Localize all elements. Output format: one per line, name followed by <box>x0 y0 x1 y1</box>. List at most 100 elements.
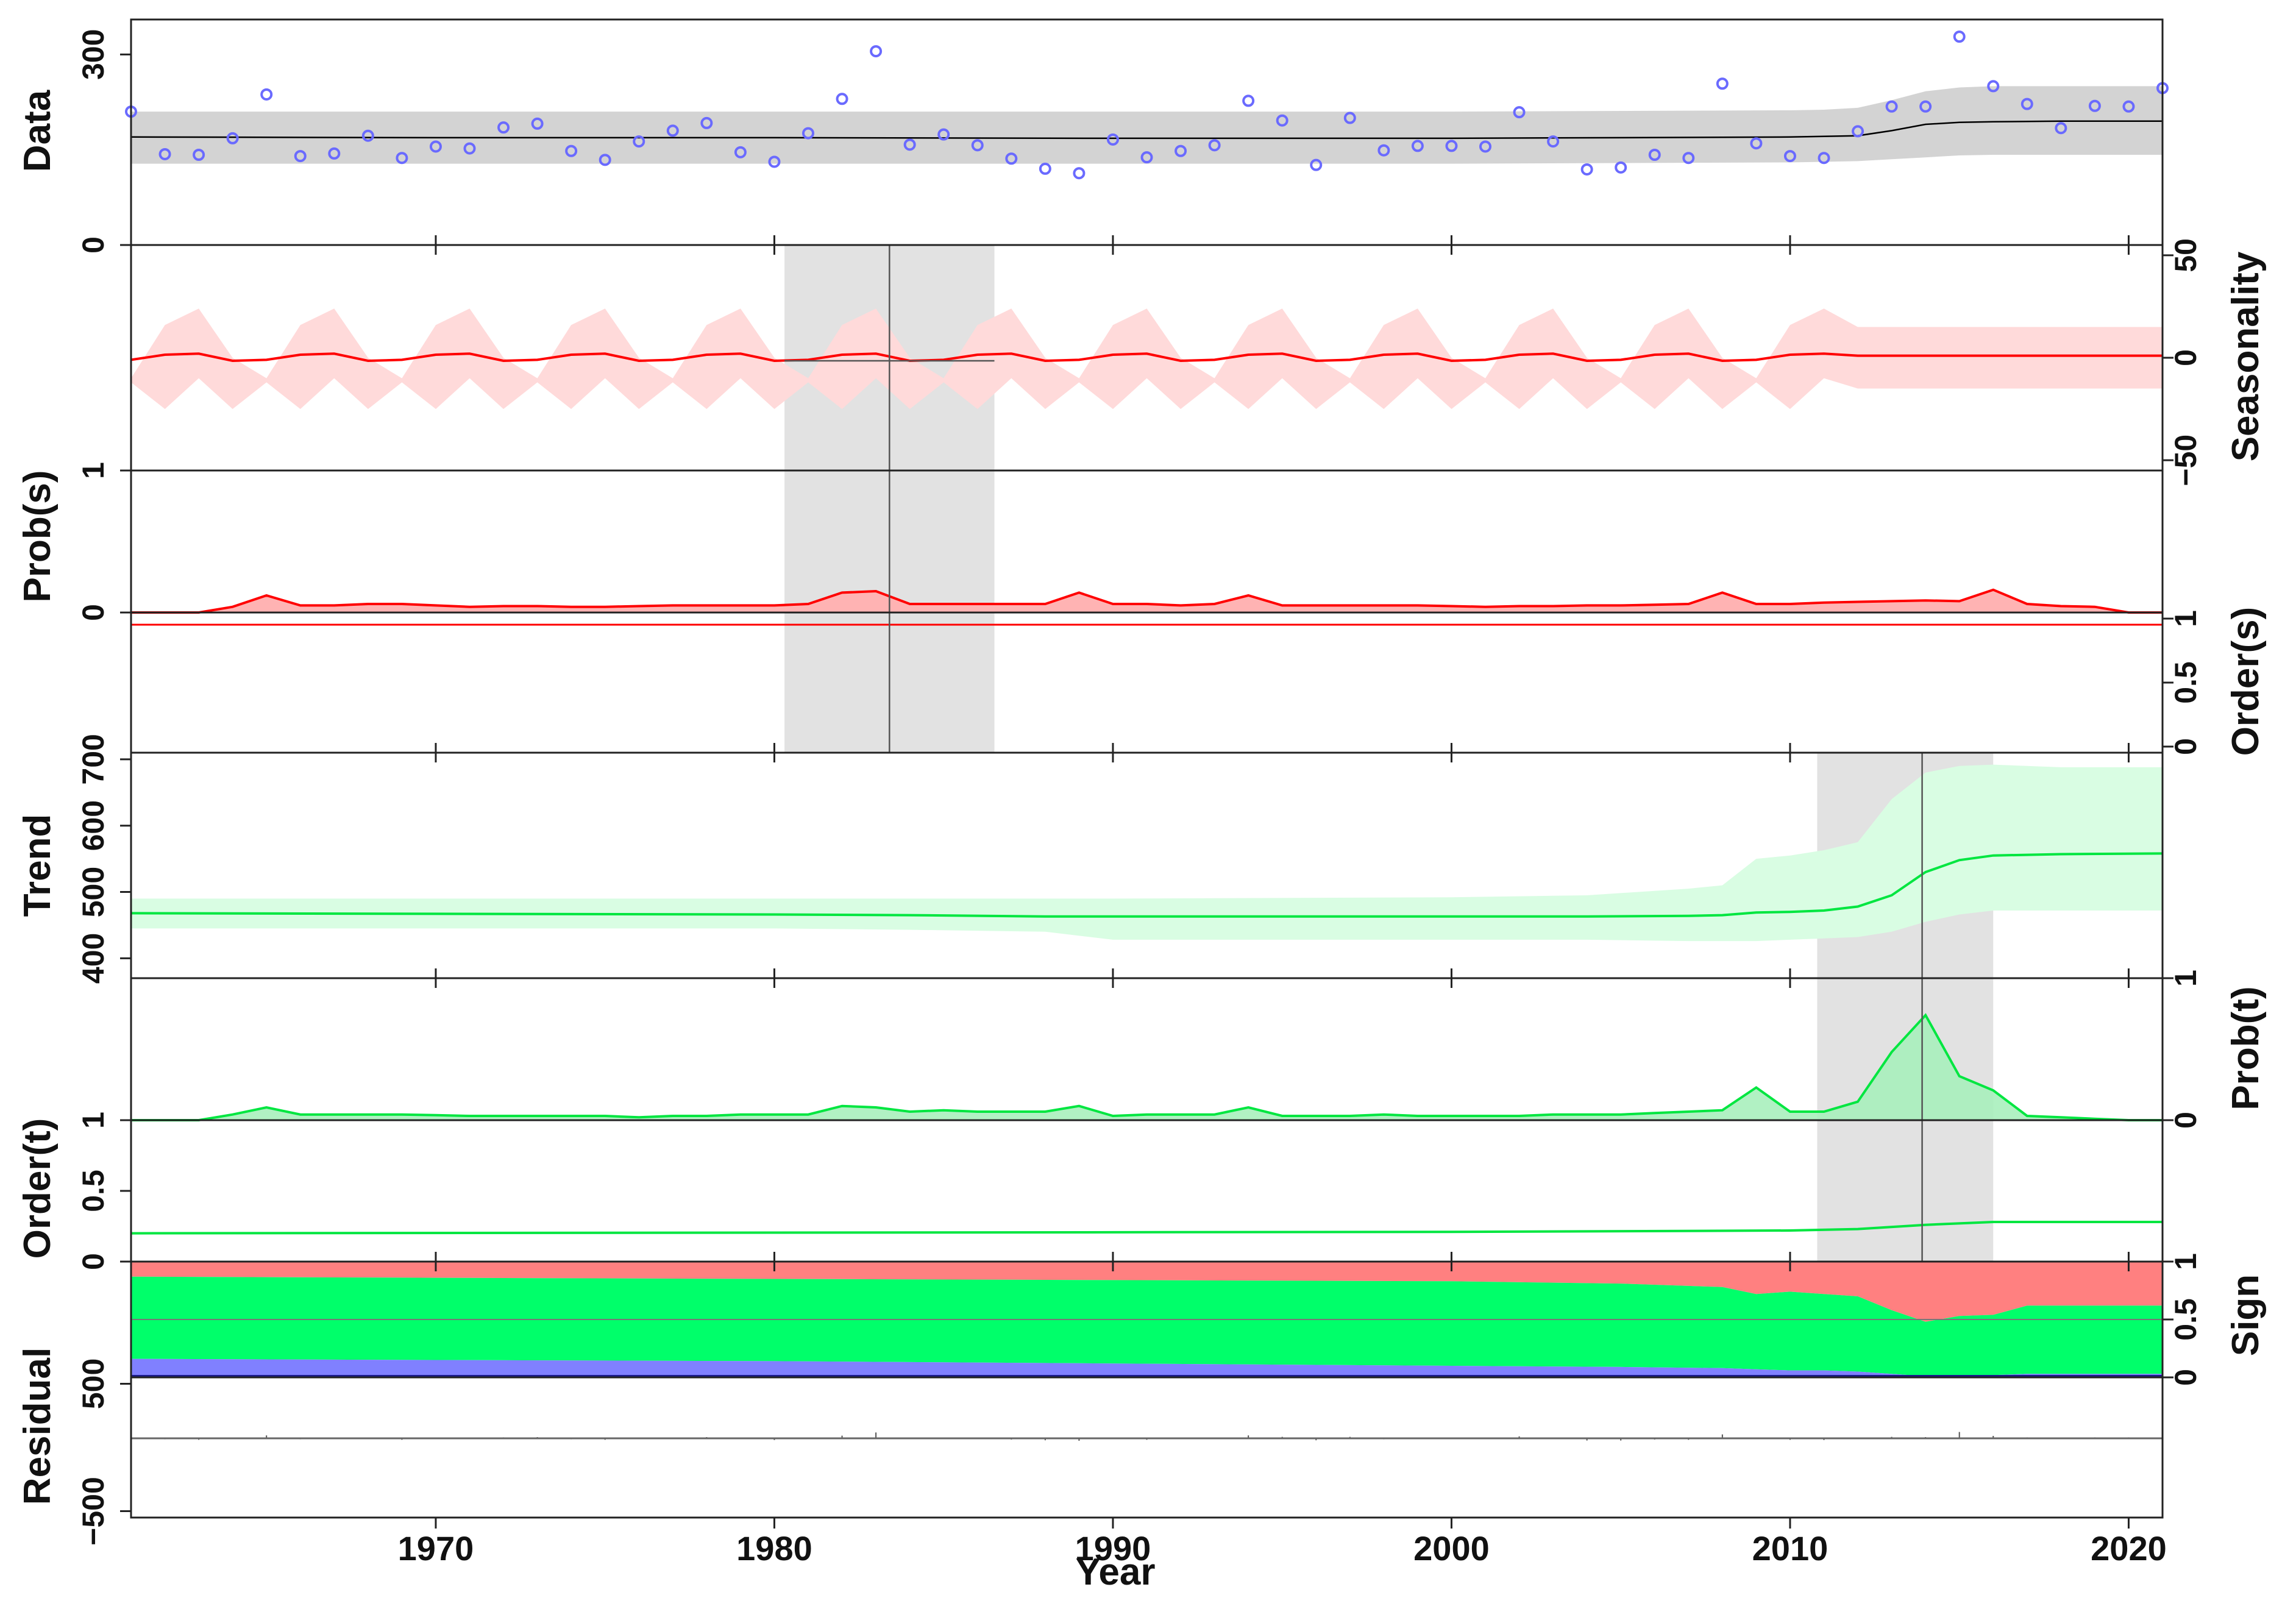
prob-t-area <box>131 1015 2163 1120</box>
ylabel-sign: Sign <box>2225 1274 2267 1356</box>
y-tick-label: 700 <box>76 734 110 784</box>
x-axis-title: Year <box>1075 1551 1155 1593</box>
sign-positive-area <box>131 1262 2163 1322</box>
trend-line <box>130 852 2163 918</box>
data-fit-band <box>131 86 2163 164</box>
data-point <box>565 144 578 157</box>
sign-negative-area <box>131 1358 2163 1377</box>
data-point <box>226 132 239 144</box>
y-tick-label: 50 <box>2169 238 2203 272</box>
y-tick-label: 500 <box>76 867 110 917</box>
plot-frame <box>130 18 2164 1519</box>
prob-t-line <box>131 1013 2163 1121</box>
data-point <box>1716 77 1729 90</box>
data-point <box>802 127 814 140</box>
y-tick-label: 0.5 <box>2169 1298 2203 1341</box>
data-point <box>971 139 984 152</box>
data-point <box>1953 30 1966 43</box>
ylabel-data: Data <box>16 90 59 172</box>
y-tick-label: 1 <box>76 462 110 479</box>
data-point <box>1615 161 1627 174</box>
data-point <box>1547 135 1560 148</box>
data-point <box>1987 80 2000 93</box>
data-point <box>836 93 848 105</box>
y-tick-label: 0 <box>2169 1112 2203 1129</box>
sign-zero-area <box>131 1276 2163 1377</box>
y-tick-label: 500 <box>76 1358 110 1409</box>
data-point <box>903 138 916 151</box>
x-tick-label: 2020 <box>2091 1529 2167 1568</box>
data-point <box>1783 150 1796 163</box>
season-line <box>130 352 2163 363</box>
y-tick-label: 0 <box>76 1253 110 1270</box>
data-point <box>666 124 679 137</box>
data-point <box>2055 122 2067 135</box>
y-tick-label: 0 <box>2169 1369 2203 1386</box>
trend-band <box>131 764 2163 942</box>
y-tick-label: 0.5 <box>76 1170 110 1212</box>
data-point <box>1242 94 1255 107</box>
x-tick-label: 2000 <box>1413 1529 1490 1568</box>
x-tick-label: 1980 <box>736 1529 812 1568</box>
ylabel-residual: Residual <box>16 1348 59 1505</box>
data-point <box>1885 100 1898 113</box>
y-tick-label: 1 <box>2169 610 2203 627</box>
data-point <box>768 155 781 168</box>
data-point <box>1919 100 1932 113</box>
y-tick-label: 600 <box>76 800 110 851</box>
data-point <box>1175 144 1187 157</box>
y-tick-label: 1 <box>76 1112 110 1129</box>
data-point <box>396 152 408 165</box>
data-point <box>599 154 611 166</box>
data-fit-line <box>130 120 2163 140</box>
data-point <box>1073 167 1086 180</box>
x-tick-label: 1990 <box>1075 1529 1151 1568</box>
data-point <box>429 140 442 153</box>
data-point <box>1005 152 1018 165</box>
data-point <box>1682 152 1695 165</box>
data-point <box>633 135 645 148</box>
data-point <box>700 116 713 129</box>
data-point <box>1411 140 1424 152</box>
data-point <box>361 129 374 142</box>
data-point <box>1852 125 1864 138</box>
data-point <box>1445 140 1458 152</box>
season-band <box>131 308 2163 410</box>
y-tick-label: −50 <box>2169 435 2203 486</box>
data-point <box>1276 114 1288 127</box>
y-tick-label: 0 <box>76 604 110 621</box>
data-point <box>463 142 476 155</box>
prob-s-line <box>131 588 2163 614</box>
y-tick-label: 0 <box>2169 738 2203 755</box>
ylabel-prob-s: Prob(s) <box>16 471 59 603</box>
data-point <box>734 146 747 158</box>
y-tick-label: 1 <box>2169 970 2203 987</box>
y-tick-label: 400 <box>76 933 110 984</box>
data-point <box>1377 144 1390 157</box>
data-point <box>193 149 205 161</box>
data-point <box>1818 152 1830 165</box>
data-point <box>870 45 883 58</box>
y-tick-label: −500 <box>76 1477 110 1546</box>
ylabel-seasonality: Seasonality <box>2225 251 2267 461</box>
data-point <box>1039 162 1051 175</box>
data-point <box>497 121 510 134</box>
data-point <box>2088 99 2101 112</box>
data-point <box>1479 140 1491 153</box>
y-tick-label: 0.5 <box>2169 661 2203 704</box>
y-tick-label: 300 <box>76 29 110 80</box>
data-point <box>1513 106 1526 119</box>
data-point <box>2021 98 2033 110</box>
ylabel-prob-t: Prob(t) <box>2225 986 2267 1110</box>
data-point <box>1648 149 1661 161</box>
data-point <box>1140 151 1153 164</box>
data-point <box>328 147 341 160</box>
data-point <box>158 147 171 160</box>
data-point <box>937 128 950 141</box>
data-point <box>2122 100 2135 113</box>
data-point <box>531 117 544 130</box>
y-tick-label: 0 <box>2169 349 2203 366</box>
x-tick-label: 2010 <box>1752 1529 1829 1568</box>
order-t-line <box>130 1221 2163 1235</box>
